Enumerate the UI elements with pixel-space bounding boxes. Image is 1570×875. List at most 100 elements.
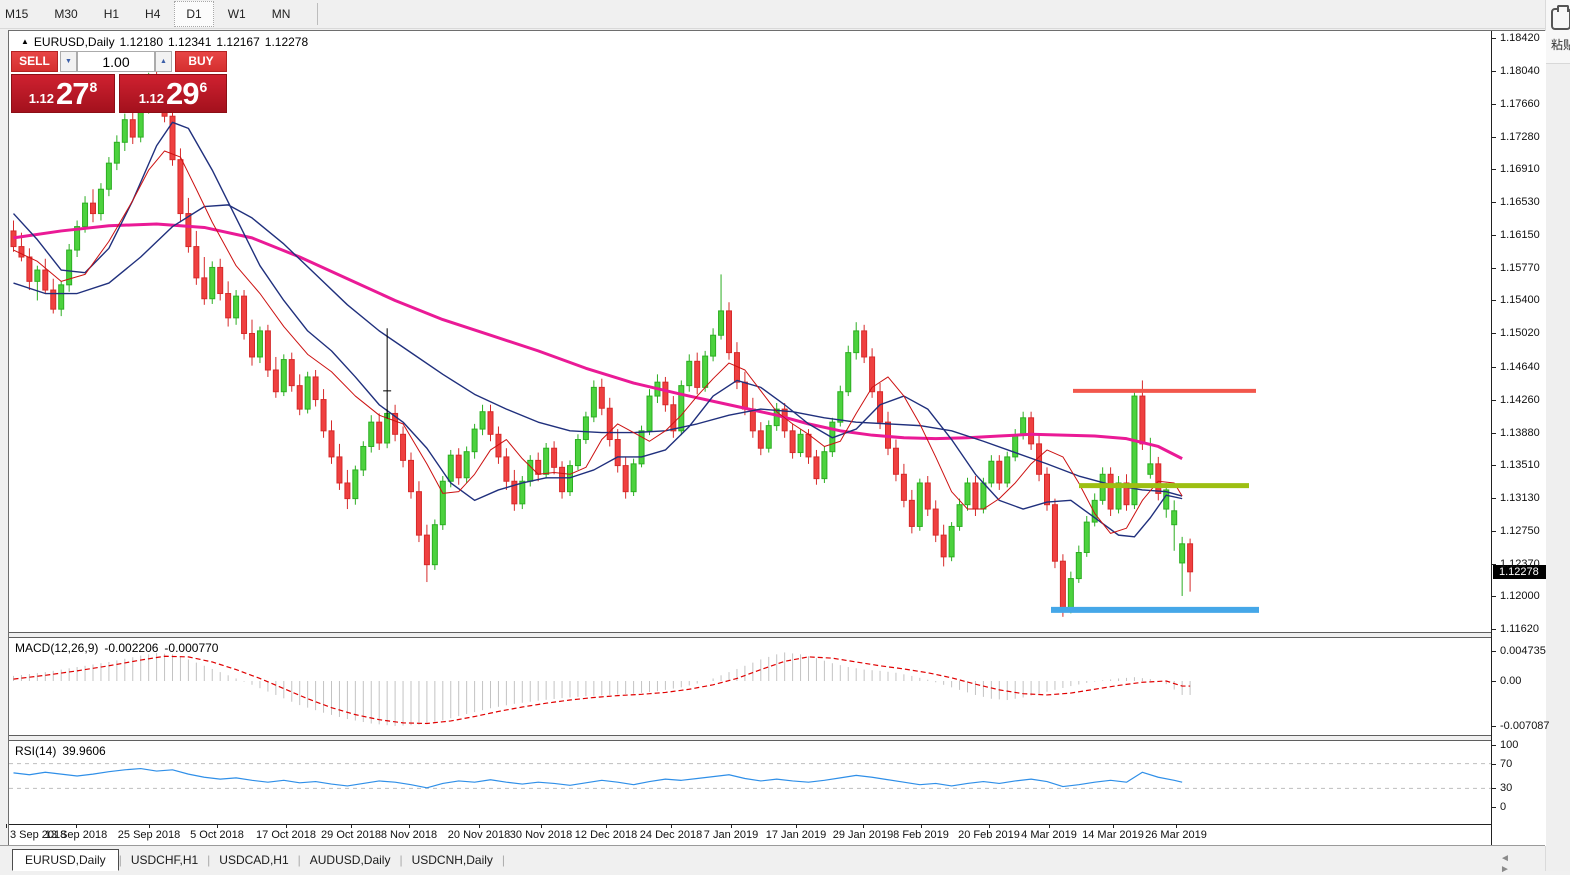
candlestick-chart[interactable] (9, 31, 1491, 632)
price-axis-tick (1492, 71, 1496, 73)
date-axis[interactable]: 3 Sep 2018 13 Sep 2018 25 Sep 2018 5 Oct 20… (6, 824, 1491, 846)
date-tick (606, 824, 607, 828)
price-axis[interactable]: 1.12278 1.18420 1.18040 1.17660 1.17280 1.16… (1491, 31, 1550, 846)
price-axis-label: 1.15400 (1500, 294, 1540, 307)
current-price-tag: 1.12278 (1493, 564, 1546, 579)
sell-quote-button[interactable]: 1.12 27 8 (11, 74, 115, 113)
rsi-axis-tick (1492, 763, 1496, 765)
pane-splitter[interactable] (9, 735, 1546, 741)
one-click-trading-panel: SELL ▼ ▲ BUY 1.12 27 8 1.12 29 6 (11, 51, 227, 113)
price-axis-label: 1.13130 (1500, 491, 1540, 504)
tab-separator: | (399, 853, 403, 867)
date-tick (6, 824, 7, 828)
rsi-axis-tick (1492, 788, 1496, 790)
timeframe-button-m30[interactable]: M30 (54, 7, 78, 21)
date-tick (921, 824, 922, 828)
chart-title: ▲ EURUSD,Daily 1.12180 1.12341 1.12167 1… (21, 35, 308, 49)
price-axis-tick (1492, 38, 1496, 39)
lot-size-input[interactable] (77, 51, 155, 72)
rsi-axis-label: 0 (1500, 801, 1507, 813)
date-tick (863, 824, 864, 828)
rsi-pane[interactable]: RSI(14) 39.9606 (9, 741, 1491, 824)
timeframe-toolbar: M15 M30 H1 H4 D1 W1 MN (0, 0, 1545, 29)
rsi-axis-tick (1492, 807, 1496, 808)
price-axis-label: 1.14260 (1500, 393, 1540, 406)
date-tick (479, 824, 480, 828)
chart-tab-audusd-daily[interactable]: AUDUSD,Daily (309, 853, 391, 867)
price-axis-label: 1.15770 (1500, 262, 1540, 275)
date-label: 25 Sep 2018 (117, 829, 181, 841)
date-label: 12 Dec 2018 (574, 829, 638, 841)
paste-overlay[interactable]: 粘贴 (1546, 0, 1570, 64)
chart-tab-eurusd-daily[interactable]: EURUSD,Daily (12, 849, 119, 871)
date-label: 30 Nov 2018 (509, 829, 573, 841)
toolbar-separator (317, 3, 319, 25)
date-tick (541, 824, 542, 828)
rsi-plot[interactable] (9, 741, 1491, 824)
timeframe-button-h1[interactable]: H1 (103, 7, 120, 21)
date-label: 3 Sep 2018 (10, 829, 67, 841)
date-label: 17 Oct 2018 (256, 829, 316, 841)
price-axis-tick (1492, 137, 1496, 139)
date-tick (796, 824, 797, 828)
price-axis-tick (1492, 497, 1496, 499)
buy-button[interactable]: BUY (175, 51, 227, 72)
chart-tab-usdchf-h1[interactable]: USDCHF,H1 (130, 853, 199, 867)
macd-axis-tick (1492, 725, 1496, 727)
tab-separator: | (501, 853, 506, 867)
date-label: 20 Feb 2019 (958, 829, 1020, 841)
paste-label: 粘贴 (1551, 38, 1570, 52)
tab-scroll-arrows[interactable]: ◄ ► (1500, 853, 1520, 875)
macd-pane[interactable]: MACD(12,26,9) -0.002206 -0.000770 (9, 638, 1491, 735)
date-tick (1113, 824, 1114, 828)
sell-quote-prefix: 1.12 (28, 91, 55, 106)
price-axis-tick (1492, 235, 1496, 237)
clipboard-icon[interactable] (1551, 5, 1570, 30)
price-axis-tick (1492, 530, 1496, 532)
price-axis-label: 1.13510 (1500, 458, 1540, 471)
price-axis-tick (1492, 563, 1496, 565)
timeframe-button-m15[interactable]: M15 (5, 7, 29, 21)
chart-tab-bar: EURUSD,Daily | USDCHF,H1 | USDCAD,H1 | AUDUSD,… (0, 845, 1545, 875)
price-axis-label: 1.12370 (1500, 557, 1540, 570)
macd-name: MACD(12,26,9) (15, 641, 99, 655)
rsi-axis-label: 30 (1500, 782, 1513, 795)
timeframe-button-h4[interactable]: H4 (145, 7, 161, 21)
date-tick (1049, 824, 1050, 828)
ohlc-high: 1.12341 (168, 35, 212, 49)
price-axis-label: 1.12000 (1500, 589, 1540, 602)
price-axis-tick (1492, 399, 1496, 401)
sell-quote-pips: 27 (56, 76, 89, 111)
price-axis-label: 1.16910 (1500, 163, 1540, 176)
price-axis-label: 1.11620 (1500, 622, 1539, 635)
main-price-pane[interactable]: ▲ EURUSD,Daily 1.12180 1.12341 1.12167 1… (9, 31, 1491, 632)
price-axis-tick (1492, 464, 1496, 466)
chart-tab-usdcnh-daily[interactable]: USDCNH,Daily (411, 853, 493, 867)
lot-increase-button[interactable]: ▲ (155, 51, 172, 72)
price-axis-label: 1.17660 (1500, 98, 1540, 111)
price-axis-label: 1.16530 (1500, 196, 1540, 209)
chart-tab-usdcad-h1[interactable]: USDCAD,H1 (219, 853, 289, 867)
date-tick (409, 824, 410, 828)
timeframe-button-w1[interactable]: W1 (227, 7, 246, 21)
macd-axis-tick (1492, 681, 1496, 682)
price-axis-label: 1.18420 (1500, 32, 1540, 44)
sell-button[interactable]: SELL (11, 51, 58, 72)
macd-plot[interactable] (9, 638, 1491, 735)
date-label: 17 Jan 2019 (765, 829, 827, 841)
collapse-triangle-icon[interactable]: ▲ (21, 36, 29, 46)
tab-separator: | (297, 853, 301, 867)
date-tick (76, 824, 77, 828)
buy-quote-button[interactable]: 1.12 29 6 (119, 74, 227, 113)
macd-axis-label: 0.00 (1500, 675, 1522, 687)
buy-quote-point: 6 (199, 79, 208, 95)
timeframe-button-d1[interactable]: D1 (174, 1, 214, 27)
pane-splitter[interactable] (9, 632, 1546, 638)
price-axis-label: 1.15020 (1500, 327, 1540, 340)
macd-signal-value: -0.000770 (164, 641, 219, 655)
timeframe-button-mn[interactable]: MN (271, 7, 291, 21)
lot-decrease-button[interactable]: ▼ (60, 51, 77, 72)
date-tick (731, 824, 732, 828)
date-tick (1176, 824, 1177, 828)
date-tick (286, 824, 287, 828)
